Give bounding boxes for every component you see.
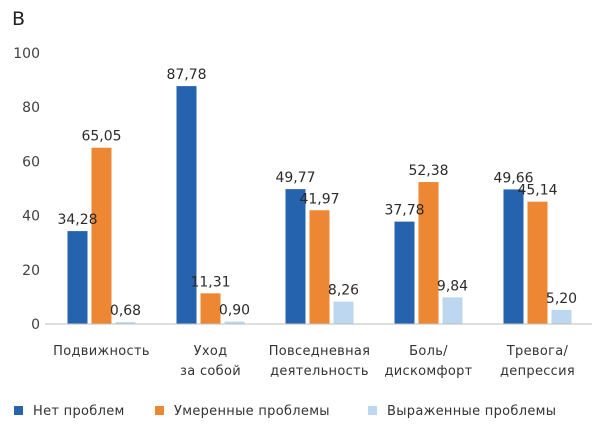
x-tick-label: деятельность xyxy=(270,364,369,379)
data-label: 11,31 xyxy=(190,274,230,290)
legend-swatch xyxy=(155,406,164,415)
bar xyxy=(285,189,306,324)
bar xyxy=(115,322,136,324)
data-label: 49,66 xyxy=(493,170,533,186)
y-axis: 0 20 40 60 80 100 xyxy=(13,46,40,333)
panel-label: B xyxy=(12,8,25,30)
bar xyxy=(333,301,354,324)
data-label: 49,77 xyxy=(275,170,315,186)
y-tick-label: 0 xyxy=(31,317,40,333)
legend-label: Умеренные проблемы xyxy=(174,404,330,419)
data-label: 87,78 xyxy=(166,67,206,83)
bar xyxy=(527,201,548,324)
y-tick-label: 80 xyxy=(22,100,40,116)
data-label: 9,84 xyxy=(437,278,468,294)
data-label: 0,90 xyxy=(219,303,250,319)
data-label: 34,28 xyxy=(57,212,97,228)
x-tick-label: Повседневная xyxy=(269,344,371,359)
bar xyxy=(67,231,88,324)
bar xyxy=(394,221,415,324)
x-tick-label: дискомфорт xyxy=(384,364,472,379)
data-label: 5,20 xyxy=(546,291,577,307)
x-tick-label: депрессия xyxy=(500,364,575,379)
bar xyxy=(200,293,221,324)
bars xyxy=(67,86,572,324)
bar xyxy=(91,147,112,324)
data-label: 52,38 xyxy=(408,163,448,179)
bar xyxy=(551,309,572,324)
bar xyxy=(309,210,330,324)
data-label: 41,97 xyxy=(299,191,339,207)
legend-swatch xyxy=(14,406,23,415)
y-tick-label: 20 xyxy=(22,263,40,279)
x-tick-label: за собой xyxy=(180,364,241,379)
legend-label: Нет проблем xyxy=(33,404,125,419)
data-label: 37,78 xyxy=(384,203,424,219)
data-label: 65,05 xyxy=(81,129,121,145)
x-tick-label: Уход xyxy=(194,344,228,359)
data-label: 0,68 xyxy=(110,303,141,319)
x-tick-label: Тревога/ xyxy=(506,344,569,359)
legend: Нет проблем Умеренные проблемы Выраженные … xyxy=(14,404,556,419)
legend-label: Выраженные проблемы xyxy=(387,404,556,419)
x-axis: Подвижность Уход за собой Повседневная деяте… xyxy=(53,344,575,379)
y-tick-label: 40 xyxy=(22,209,40,225)
bar xyxy=(176,86,197,324)
bar xyxy=(418,182,439,324)
data-labels: 34,28 65,05 0,68 87,78 11,31 0,90 49,77 41,97 8,… xyxy=(57,67,577,319)
data-label: 8,26 xyxy=(328,283,359,299)
bar xyxy=(503,189,524,324)
bar xyxy=(442,297,463,324)
data-label: 45,14 xyxy=(517,183,557,199)
x-tick-label: Подвижность xyxy=(53,344,150,359)
bar xyxy=(224,321,245,324)
y-tick-label: 60 xyxy=(22,154,40,170)
legend-swatch xyxy=(368,406,377,415)
y-tick-label: 100 xyxy=(13,46,40,62)
x-tick-label: Боль/ xyxy=(409,344,448,359)
